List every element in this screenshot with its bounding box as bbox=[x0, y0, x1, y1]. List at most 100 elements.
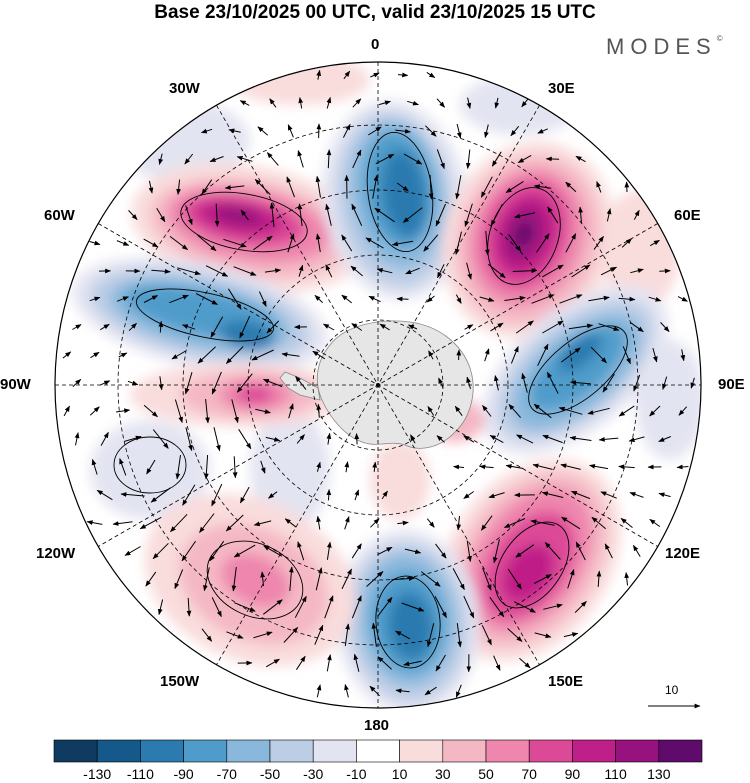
wind-arrow bbox=[565, 181, 577, 193]
wind-arrow bbox=[504, 295, 526, 301]
wind-arrow bbox=[341, 568, 352, 590]
colorbar-tick-label: 50 bbox=[478, 766, 494, 782]
wind-arrow bbox=[211, 483, 223, 507]
wind-arrow bbox=[596, 570, 602, 587]
wind-arrow bbox=[574, 600, 587, 613]
wind-arrow bbox=[209, 156, 224, 162]
wind-arrow bbox=[533, 574, 552, 584]
wind-arrow bbox=[489, 596, 505, 618]
wind-arrow bbox=[225, 346, 244, 364]
wind-arrow bbox=[426, 518, 435, 528]
wind-arrow bbox=[177, 267, 201, 276]
wind-arrow bbox=[590, 346, 607, 364]
wind-arrow bbox=[618, 405, 635, 417]
wind-arrow bbox=[602, 373, 615, 393]
wind-arrow bbox=[72, 324, 82, 330]
wind-arrow bbox=[463, 595, 475, 619]
colorbar-tick-label: 10 bbox=[391, 766, 408, 782]
wind-arrow bbox=[660, 322, 670, 333]
colorbar-swatch bbox=[269, 739, 314, 763]
wind-arrow bbox=[561, 516, 581, 530]
wind-arrow bbox=[479, 464, 494, 470]
wind-arrow bbox=[342, 123, 351, 138]
wind-arrow bbox=[146, 459, 156, 475]
wind-arrow bbox=[531, 294, 555, 304]
wind-arrow bbox=[253, 631, 273, 639]
wind-arrow bbox=[368, 126, 382, 136]
colorbar-swatch bbox=[399, 739, 444, 763]
wind-arrow bbox=[435, 203, 446, 227]
wind-arrow bbox=[253, 235, 273, 251]
wind-arrow bbox=[659, 268, 671, 274]
wind-arrow bbox=[537, 128, 549, 134]
wind-arrow bbox=[287, 124, 294, 138]
colorbar-tick-label: 30 bbox=[435, 766, 451, 782]
wind-arrow bbox=[515, 320, 534, 334]
wind-arrow bbox=[438, 377, 444, 389]
wind-arrow bbox=[326, 149, 332, 169]
wind-arrow bbox=[344, 684, 349, 698]
wind-arrow bbox=[236, 155, 253, 162]
wind-arrow bbox=[115, 408, 131, 414]
wind-arrow bbox=[466, 262, 472, 280]
wind-arrow bbox=[343, 70, 351, 80]
wind-arrow bbox=[404, 548, 422, 554]
wind-arrow bbox=[253, 520, 272, 527]
wind-arrow bbox=[372, 174, 379, 199]
wind-arrow bbox=[396, 182, 409, 192]
wind-arrow bbox=[184, 372, 193, 395]
wind-arrow bbox=[378, 100, 391, 106]
wind-arrow bbox=[298, 264, 304, 277]
wind-arrow bbox=[195, 293, 218, 305]
wind-arrow bbox=[505, 464, 524, 469]
wind-arrow bbox=[89, 406, 100, 416]
wind-arrow bbox=[239, 100, 250, 106]
modes-logo: MODES© bbox=[606, 34, 723, 59]
wind-arrow bbox=[312, 350, 326, 360]
wind-arrow bbox=[565, 233, 577, 253]
wind-arrow bbox=[288, 403, 294, 419]
wind-arrow bbox=[481, 624, 492, 646]
wind-arrow bbox=[233, 266, 257, 276]
wind-arrow bbox=[143, 295, 159, 303]
wind-arrow bbox=[205, 265, 229, 277]
wind-arrow bbox=[547, 206, 559, 224]
wind-arrow bbox=[254, 178, 271, 195]
wind-arrow bbox=[479, 296, 495, 302]
wind-arrow bbox=[209, 540, 225, 562]
colorbar-swatch bbox=[226, 739, 271, 763]
wind-arrow bbox=[171, 350, 186, 360]
wind-arrow bbox=[620, 518, 633, 528]
wind-arrow bbox=[428, 350, 434, 360]
wind-arrow bbox=[521, 98, 529, 108]
wind-arrow bbox=[169, 235, 189, 251]
wind-arrow bbox=[156, 208, 166, 223]
wind-arrow bbox=[513, 601, 536, 613]
wind-arrow bbox=[410, 434, 416, 444]
wind-arrow bbox=[567, 569, 575, 589]
wind-arrow bbox=[150, 487, 171, 503]
wind-arrow bbox=[288, 566, 294, 592]
wind-arrow bbox=[128, 322, 137, 332]
colorbar-tick-label: -50 bbox=[259, 766, 281, 782]
wind-arrow bbox=[182, 484, 196, 506]
wind-arrow bbox=[265, 658, 280, 668]
wind-arrow bbox=[649, 518, 661, 528]
wind-arrow bbox=[452, 568, 465, 591]
wind-arrow bbox=[152, 429, 169, 449]
wind-arrow bbox=[251, 349, 274, 361]
wind-arrow bbox=[100, 431, 109, 446]
wind-arrow bbox=[484, 124, 489, 139]
wind-arrow bbox=[269, 98, 277, 108]
wind-arrow bbox=[174, 569, 184, 590]
wind-arrow bbox=[480, 176, 493, 198]
wind-arrow bbox=[591, 516, 607, 530]
wind-arrow bbox=[571, 264, 591, 278]
wind-arrow bbox=[604, 543, 613, 559]
wind-arrow bbox=[139, 516, 162, 530]
wind-arrow bbox=[434, 596, 447, 619]
wind-arrow bbox=[296, 434, 305, 444]
wind-arrow bbox=[600, 491, 617, 499]
wind-arrow bbox=[127, 380, 139, 386]
wind-arrow bbox=[401, 602, 425, 612]
